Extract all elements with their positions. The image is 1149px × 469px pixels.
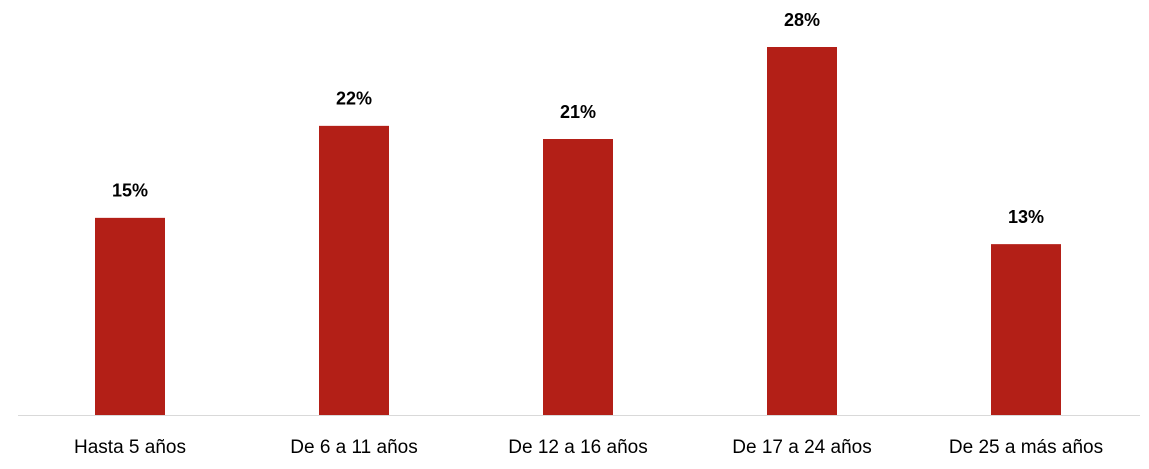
x-tick-label: De 25 a más años — [949, 437, 1103, 458]
value-label: 13% — [1008, 207, 1044, 227]
value-label: 22% — [336, 89, 372, 109]
value-label: 21% — [560, 102, 596, 122]
x-tick-label: De 17 a 24 años — [732, 437, 871, 458]
x-tick-label: Hasta 5 años — [74, 437, 186, 458]
bar — [95, 217, 165, 415]
bar — [991, 244, 1061, 415]
x-tick-label: De 12 a 16 años — [508, 437, 647, 458]
bar — [543, 139, 613, 415]
value-label: 15% — [112, 181, 148, 201]
bar — [767, 47, 837, 415]
value-label: 28% — [784, 10, 820, 30]
x-tick-label: De 6 a 11 años — [290, 437, 417, 458]
bar — [319, 125, 389, 415]
